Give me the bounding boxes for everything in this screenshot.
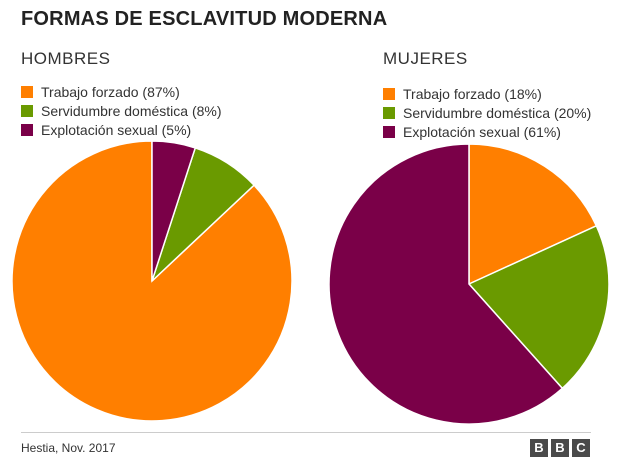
legend-item-domestic-servitude: Servidumbre doméstica (20%) [383,103,591,122]
men-legend: Trabajo forzado (87%) Servidumbre domést… [21,82,222,139]
legend-swatch [21,123,33,136]
legend-item-sexual-exploitation: Explotación sexual (61%) [383,122,591,141]
women-chart-title: MUJERES [383,49,468,68]
legend-swatch [21,85,33,98]
legend-label: Trabajo forzado (87%) [41,83,180,100]
legend-swatch [383,125,395,138]
men-pie [11,140,293,422]
legend-swatch [383,87,395,100]
legend-label: Trabajo forzado (18%) [403,85,542,102]
pie-slice-sexual-exploitation [328,143,564,425]
legend-label: Explotación sexual (61%) [403,123,561,140]
chart-title: FORMAS DE ESCLAVITUD MODERNA [21,8,388,30]
bbc-logo: B B C [530,439,590,457]
women-pie [328,143,610,425]
footer-divider [21,432,591,433]
pie-slice-sexual-exploitation [151,140,197,282]
logo-letter: C [572,439,590,457]
men-chart-title: HOMBRES [21,49,111,68]
pie-slice-forced-labor [468,143,598,286]
legend-swatch [383,106,395,119]
pie-slice-domestic-servitude [467,224,610,390]
source-note: Hestia, Nov. 2017 [21,441,116,455]
women-legend: Trabajo forzado (18%) Servidumbre domést… [383,84,591,141]
legend-item-forced-labor: Trabajo forzado (18%) [383,84,591,103]
legend-swatch [21,104,33,117]
legend-label: Servidumbre doméstica (20%) [403,104,592,121]
legend-item-forced-labor: Trabajo forzado (87%) [21,82,222,101]
legend-item-sexual-exploitation: Explotación sexual (5%) [21,120,222,139]
logo-letter: B [530,439,548,457]
legend-label: Explotación sexual (5%) [41,121,192,138]
legend-item-domestic-servitude: Servidumbre doméstica (8%) [21,101,222,120]
logo-letter: B [551,439,569,457]
legend-label: Servidumbre doméstica (8%) [41,102,222,119]
